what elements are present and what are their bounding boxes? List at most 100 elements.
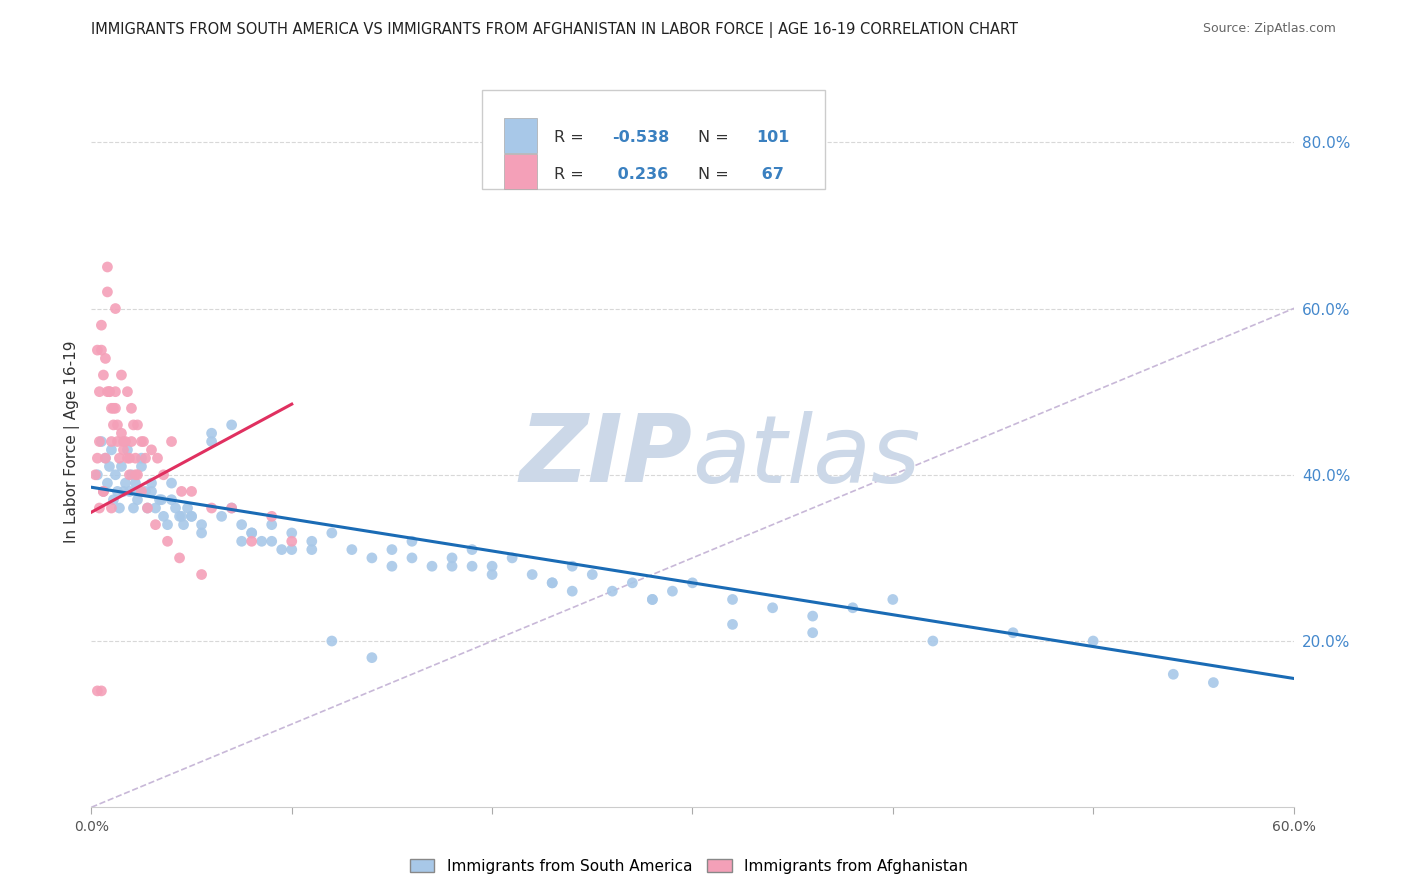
Point xyxy=(141,484,163,499)
Point xyxy=(250,534,273,549)
Point xyxy=(176,501,198,516)
FancyBboxPatch shape xyxy=(482,90,825,189)
Point xyxy=(124,451,146,466)
Point xyxy=(160,434,183,449)
Point xyxy=(104,301,127,316)
Point xyxy=(112,442,135,457)
Point xyxy=(150,492,173,507)
Point xyxy=(124,476,146,491)
Point xyxy=(107,484,129,499)
FancyBboxPatch shape xyxy=(503,118,537,153)
Point xyxy=(841,600,863,615)
Point xyxy=(173,517,195,532)
Point xyxy=(260,517,283,532)
Point xyxy=(240,525,263,540)
Point xyxy=(118,484,141,499)
Point xyxy=(170,484,193,499)
Text: Source: ZipAtlas.com: Source: ZipAtlas.com xyxy=(1202,22,1336,36)
Point xyxy=(110,459,132,474)
Point xyxy=(440,559,463,574)
Point xyxy=(112,484,135,499)
Point xyxy=(110,426,132,441)
Point xyxy=(270,542,292,557)
Point xyxy=(93,484,115,499)
Point xyxy=(114,476,136,491)
Point xyxy=(131,451,153,466)
Point xyxy=(146,451,169,466)
Point xyxy=(103,417,125,432)
Point xyxy=(94,451,117,466)
Point xyxy=(122,501,145,516)
Point xyxy=(1083,634,1105,648)
Point xyxy=(321,634,343,648)
Point xyxy=(108,451,131,466)
Point xyxy=(340,542,363,557)
Point xyxy=(110,368,132,382)
Legend: Immigrants from South America, Immigrants from Afghanistan: Immigrants from South America, Immigrant… xyxy=(404,853,974,880)
Point xyxy=(128,484,150,499)
Point xyxy=(117,451,139,466)
Point xyxy=(90,318,112,333)
Point xyxy=(1001,625,1024,640)
Point xyxy=(211,509,233,524)
Point xyxy=(141,476,163,491)
Text: ZIP: ZIP xyxy=(520,410,692,502)
Point xyxy=(501,550,523,565)
Point xyxy=(1163,667,1185,681)
Point xyxy=(93,484,115,499)
Point xyxy=(98,384,121,399)
Point xyxy=(127,417,149,432)
Point xyxy=(169,550,191,565)
Point xyxy=(221,501,243,516)
Point xyxy=(681,575,703,590)
Point xyxy=(165,501,187,516)
Point xyxy=(118,451,141,466)
Point xyxy=(127,492,149,507)
Point xyxy=(90,434,112,449)
Point xyxy=(89,434,111,449)
Point xyxy=(136,501,159,516)
Text: -0.538: -0.538 xyxy=(612,130,669,145)
Point xyxy=(121,434,143,449)
Point xyxy=(94,451,117,466)
Point xyxy=(561,584,583,599)
Point xyxy=(152,509,174,524)
Point xyxy=(112,434,135,449)
Point xyxy=(201,501,224,516)
Point xyxy=(481,559,503,574)
Point xyxy=(96,260,118,274)
Point xyxy=(90,684,112,698)
Point xyxy=(260,509,283,524)
Point xyxy=(321,525,343,540)
Y-axis label: In Labor Force | Age 16-19: In Labor Force | Age 16-19 xyxy=(65,340,80,543)
Point xyxy=(156,534,179,549)
Point xyxy=(89,384,111,399)
Text: 0.236: 0.236 xyxy=(612,167,668,182)
Point xyxy=(84,467,107,482)
Point xyxy=(93,484,115,499)
Point xyxy=(522,567,544,582)
Point xyxy=(107,434,129,449)
Point xyxy=(100,501,122,516)
Point xyxy=(621,575,644,590)
Point xyxy=(801,609,824,624)
Point xyxy=(721,592,744,607)
Point xyxy=(721,617,744,632)
Point xyxy=(541,575,564,590)
Point xyxy=(641,592,664,607)
Point xyxy=(86,467,108,482)
Point xyxy=(201,426,224,441)
Point xyxy=(401,550,423,565)
Point xyxy=(100,401,122,416)
Point xyxy=(104,401,127,416)
Point xyxy=(134,451,156,466)
Point xyxy=(145,501,167,516)
Point xyxy=(114,434,136,449)
Text: N =: N = xyxy=(699,167,734,182)
Point xyxy=(190,517,212,532)
Point xyxy=(124,467,146,482)
Point xyxy=(132,434,155,449)
Point xyxy=(401,534,423,549)
Point xyxy=(301,542,323,557)
Text: 101: 101 xyxy=(756,130,790,145)
